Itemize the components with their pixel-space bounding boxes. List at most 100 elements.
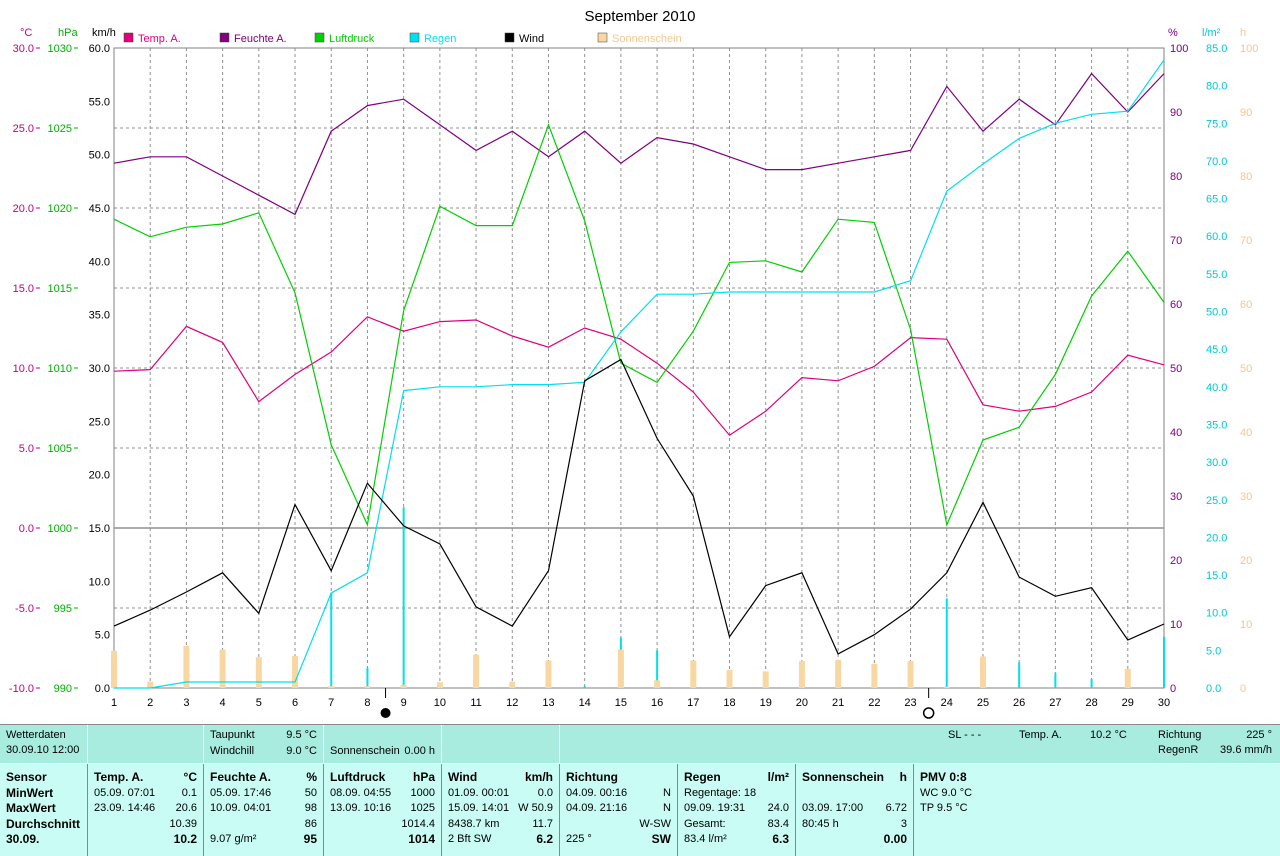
- stats-regen-unit: l/m²: [767, 770, 789, 784]
- tick-label-rain: 55.0: [1206, 269, 1227, 281]
- stats-wind-title: Wind: [448, 770, 478, 784]
- legend-swatch: [314, 32, 325, 43]
- x-tick-label: 1: [111, 697, 117, 709]
- stats-sonne-avg: 3: [900, 817, 907, 830]
- tick-label-wind: 5.0: [95, 630, 110, 642]
- tick-label-pressure: 1015: [48, 283, 72, 295]
- axis-unit-rain: l/m²: [1202, 27, 1221, 39]
- stats-wind-avg: 11.7: [532, 817, 553, 830]
- x-tick-label: 29: [1122, 697, 1134, 709]
- tick-label-rain: 10.0: [1206, 608, 1227, 620]
- sun-bar: [835, 659, 842, 688]
- stats-wind-unit: km/h: [524, 770, 553, 784]
- sun-bar: [762, 671, 769, 688]
- series-line-luftdruck: [113, 123, 1165, 527]
- tick-label-rain: 45.0: [1206, 344, 1227, 356]
- tick-label-wind: 0.0: [95, 683, 110, 695]
- stats-feuchte-max-time: 10.09. 04:01: [210, 802, 272, 814]
- x-tick-label: 19: [760, 697, 772, 709]
- stats-regen-max: 24.0: [767, 802, 789, 814]
- stats-feuchte-col: Feuchte A.% 05.09. 17:46 50 10.09. 04:01 9…: [204, 764, 324, 856]
- tick-label-rain: 70.0: [1206, 156, 1227, 168]
- axis-unit-pressure: hPa: [58, 27, 78, 39]
- stats-richtung-min: N: [663, 786, 671, 799]
- axis-unit-humidity: %: [1168, 27, 1178, 39]
- sonnenschein-value: 0.00 h: [404, 745, 435, 757]
- tick-label-wind: 20.0: [89, 470, 110, 482]
- tick-label-rain: 15.0: [1206, 570, 1227, 582]
- current-temp-label: Temp. A.: [1019, 729, 1062, 741]
- stats-temp-unit: °C: [183, 770, 197, 784]
- tick-label-temp: 20.0: [13, 203, 34, 215]
- sun-bar: [726, 670, 733, 688]
- tick-label-wind: 45.0: [89, 203, 110, 215]
- sun-bar: [183, 645, 190, 688]
- x-tick-label: 22: [868, 697, 880, 709]
- tick-label-rain: 85.0: [1206, 43, 1227, 55]
- current-summary-bar: Wetterdaten 30.09.10 12:00 Taupunkt 9.5 °…: [0, 724, 1280, 763]
- sun-bar: [871, 663, 878, 688]
- x-tick-label: 25: [977, 697, 989, 709]
- sun-bar: [654, 680, 661, 688]
- legend-swatch: [409, 32, 420, 43]
- stats-richtung-degrees: 225 °: [566, 833, 592, 845]
- sl-label: SL - - -: [948, 729, 982, 741]
- tick-label-sun: 60: [1240, 299, 1252, 311]
- sun-bar: [509, 681, 516, 688]
- tick-label-rain: 60.0: [1206, 231, 1227, 243]
- stats-richtung-max-time: 04.09. 21:16: [566, 802, 628, 814]
- tick-label-wind: 30.0: [89, 363, 110, 375]
- stats-temp-max: 20.6: [175, 802, 197, 814]
- legend-label: Luftdruck: [329, 33, 375, 45]
- x-tick-label: 28: [1085, 697, 1097, 709]
- stats-sonne-today: 0.00: [883, 832, 907, 846]
- chart-title: September 2010: [585, 8, 696, 25]
- stats-luftdruck-min: 1000: [410, 786, 435, 799]
- legend-swatch: [123, 32, 134, 43]
- stats-luftdruck-min-time: 08.09. 04:55: [330, 786, 392, 799]
- weather-chart: September 2010°C30.025.020.015.010.05.00…: [9, 8, 1258, 719]
- legend-label: Temp. A.: [138, 33, 181, 45]
- tick-label-rain: 75.0: [1206, 118, 1227, 130]
- rain-day-bar: [1018, 662, 1021, 688]
- stats-row-label: MaxWert: [6, 801, 56, 815]
- stats-wind-today: 6.2: [536, 832, 553, 846]
- sun-bar: [255, 657, 262, 688]
- tick-label-rain: 20.0: [1206, 532, 1227, 544]
- stats-temp-today: 10.2: [173, 832, 197, 846]
- regenr-value: 39.6 mm/h: [1220, 744, 1272, 756]
- tick-label-sun: 90: [1240, 107, 1252, 119]
- stats-regen-col: Regen l/m² Regentage: 18 09.09. 19:31 24.0…: [678, 764, 796, 856]
- tick-label-temp: 15.0: [13, 283, 34, 295]
- tick-label-rain: 40.0: [1206, 382, 1227, 394]
- sun-bar: [147, 681, 154, 688]
- stats-regen-gesamt-label: Gesamt:: [684, 817, 726, 830]
- x-tick-label: 7: [328, 697, 334, 709]
- stats-richtung-avg: W-SW: [639, 817, 671, 830]
- stats-regentage: Regentage: 18: [684, 786, 757, 799]
- tick-label-sun: 40: [1240, 427, 1252, 439]
- tick-label-rain: 35.0: [1206, 419, 1227, 431]
- stats-sensor-col: Sensor MinWert MaxWert Durchschnitt 30.0…: [0, 764, 88, 856]
- x-tick-label: 4: [220, 697, 226, 709]
- tick-label-humidity: 0: [1170, 683, 1176, 695]
- sun-bar: [545, 660, 552, 688]
- tick-label-sun: 100: [1240, 43, 1258, 55]
- x-tick-label: 21: [832, 697, 844, 709]
- sun-bar: [328, 686, 335, 688]
- tick-label-sun: 10: [1240, 619, 1252, 631]
- stats-sonne-max: 6.72: [885, 802, 907, 814]
- sun-bar: [111, 650, 117, 688]
- tick-label-wind: 10.0: [89, 576, 110, 588]
- x-tick-label: 17: [687, 697, 699, 709]
- stats-richtung-title: Richtung: [566, 770, 618, 784]
- stats-wind-distance: 8438.7 km: [448, 817, 500, 830]
- tick-label-wind: 25.0: [89, 416, 110, 428]
- tick-label-humidity: 40: [1170, 427, 1182, 439]
- rain-day-bar: [330, 593, 333, 688]
- stats-wind-max-time: 15.09. 14:01: [448, 802, 510, 814]
- tick-label-pressure: 1010: [48, 363, 72, 375]
- legend-swatch: [219, 32, 230, 43]
- series-line-wind: [113, 358, 1165, 655]
- rain-day-bar: [402, 507, 405, 688]
